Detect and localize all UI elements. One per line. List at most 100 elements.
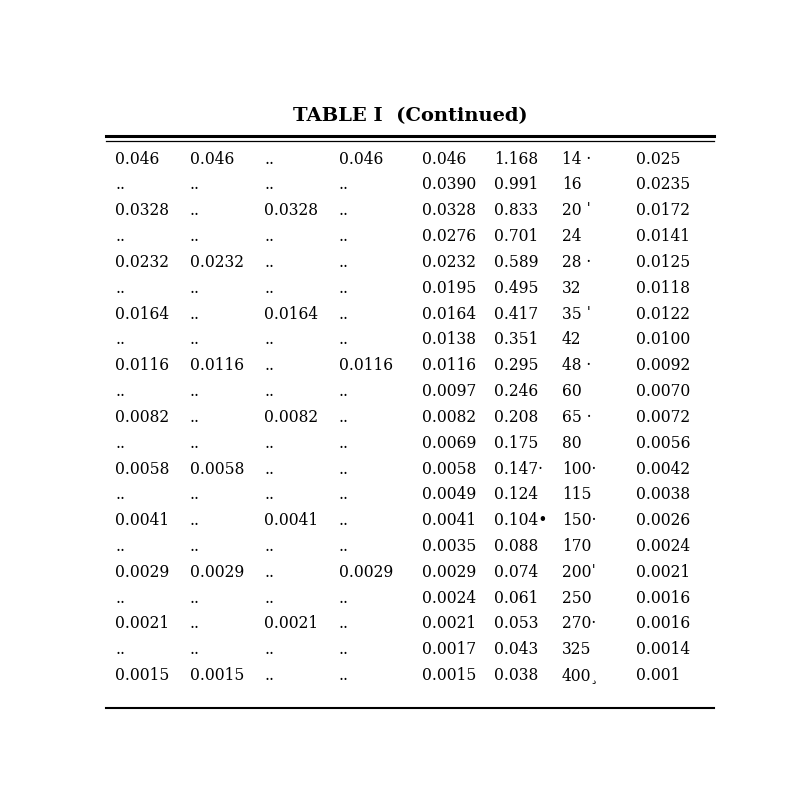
Text: 0.0164: 0.0164 (115, 305, 170, 322)
Text: ..: .. (338, 228, 349, 245)
Text: ..: .. (264, 357, 274, 374)
Text: 0.0097: 0.0097 (422, 383, 477, 400)
Text: ..: .. (190, 280, 200, 297)
Text: ..: .. (190, 383, 200, 400)
Text: 0.061: 0.061 (494, 590, 538, 607)
Text: 170: 170 (562, 538, 591, 555)
Text: 0.495: 0.495 (494, 280, 538, 297)
Text: ..: .. (190, 331, 200, 348)
Text: 0.0041: 0.0041 (422, 512, 477, 529)
Text: ..: .. (115, 486, 126, 503)
Text: 0.833: 0.833 (494, 202, 538, 219)
Text: 0.0024: 0.0024 (636, 538, 690, 555)
Text: 270·: 270· (562, 616, 596, 633)
Text: 0.001: 0.001 (636, 667, 681, 684)
Text: ..: .. (338, 486, 349, 503)
Text: 0.0116: 0.0116 (422, 357, 477, 374)
Text: 0.0058: 0.0058 (422, 461, 477, 478)
Text: ..: .. (338, 280, 349, 297)
Text: 0.147·: 0.147· (494, 461, 542, 478)
Text: ..: .. (115, 383, 126, 400)
Text: 0.0049: 0.0049 (422, 486, 477, 503)
Text: 0.0029: 0.0029 (190, 564, 244, 581)
Text: ..: .. (264, 383, 274, 400)
Text: ..: .. (264, 176, 274, 193)
Text: ..: .. (115, 331, 126, 348)
Text: 28 ·: 28 · (562, 254, 591, 271)
Text: 0.025: 0.025 (636, 150, 681, 168)
Text: 0.0116: 0.0116 (338, 357, 393, 374)
Text: ..: .. (264, 150, 274, 168)
Text: 0.0235: 0.0235 (636, 176, 690, 193)
Text: ..: .. (338, 512, 349, 529)
Text: 0.417: 0.417 (494, 305, 538, 322)
Text: 0.208: 0.208 (494, 409, 538, 426)
Text: 0.0116: 0.0116 (190, 357, 244, 374)
Text: 0.0141: 0.0141 (636, 228, 690, 245)
Text: ..: .. (190, 435, 200, 452)
Text: 0.0029: 0.0029 (115, 564, 170, 581)
Text: 0.0014: 0.0014 (636, 642, 690, 659)
Text: 0.0138: 0.0138 (422, 331, 477, 348)
Text: ..: .. (264, 667, 274, 684)
Text: 0.0015: 0.0015 (115, 667, 170, 684)
Text: ..: .. (264, 642, 274, 659)
Text: ..: .. (264, 590, 274, 607)
Text: 0.0195: 0.0195 (422, 280, 477, 297)
Text: 100·: 100· (562, 461, 596, 478)
Text: 0.0016: 0.0016 (636, 616, 690, 633)
Text: 115: 115 (562, 486, 591, 503)
Text: ..: .. (115, 176, 126, 193)
Text: TABLE I  (Continued): TABLE I (Continued) (293, 107, 527, 124)
Text: ..: .. (264, 564, 274, 581)
Text: 0.0015: 0.0015 (422, 667, 477, 684)
Text: 20 ˈ: 20 ˈ (562, 202, 590, 219)
Text: ..: .. (190, 538, 200, 555)
Text: ..: .. (264, 538, 274, 555)
Text: 0.0017: 0.0017 (422, 642, 477, 659)
Text: 0.0058: 0.0058 (190, 461, 244, 478)
Text: 0.0041: 0.0041 (264, 512, 318, 529)
Text: ..: .. (190, 486, 200, 503)
Text: 0.0021: 0.0021 (422, 616, 477, 633)
Text: 0.991: 0.991 (494, 176, 538, 193)
Text: ..: .. (338, 202, 349, 219)
Text: ..: .. (115, 435, 126, 452)
Text: ..: .. (338, 590, 349, 607)
Text: 0.0232: 0.0232 (115, 254, 170, 271)
Text: ..: .. (190, 512, 200, 529)
Text: ..: .. (115, 228, 126, 245)
Text: 16: 16 (562, 176, 582, 193)
Text: 0.0082: 0.0082 (115, 409, 170, 426)
Text: 1.168: 1.168 (494, 150, 538, 168)
Text: 0.0122: 0.0122 (636, 305, 690, 322)
Text: ..: .. (338, 616, 349, 633)
Text: 0.0082: 0.0082 (264, 409, 318, 426)
Text: 250: 250 (562, 590, 591, 607)
Text: 0.046: 0.046 (115, 150, 160, 168)
Text: 0.0042: 0.0042 (636, 461, 690, 478)
Text: ..: .. (115, 280, 126, 297)
Text: 0.0016: 0.0016 (636, 590, 690, 607)
Text: 0.0024: 0.0024 (422, 590, 477, 607)
Text: 60: 60 (562, 383, 582, 400)
Text: 0.0035: 0.0035 (422, 538, 477, 555)
Text: 0.0390: 0.0390 (422, 176, 477, 193)
Text: 32: 32 (562, 280, 582, 297)
Text: 0.0164: 0.0164 (264, 305, 318, 322)
Text: ..: .. (190, 642, 200, 659)
Text: 0.0328: 0.0328 (422, 202, 477, 219)
Text: 0.0100: 0.0100 (636, 331, 690, 348)
Text: 0.0172: 0.0172 (636, 202, 690, 219)
Text: ..: .. (264, 461, 274, 478)
Text: ..: .. (338, 383, 349, 400)
Text: 0.0021: 0.0021 (115, 616, 170, 633)
Text: ..: .. (338, 305, 349, 322)
Text: ..: .. (338, 409, 349, 426)
Text: ..: .. (190, 409, 200, 426)
Text: 0.0026: 0.0026 (636, 512, 690, 529)
Text: 0.046: 0.046 (338, 150, 383, 168)
Text: ..: .. (190, 202, 200, 219)
Text: ..: .. (338, 667, 349, 684)
Text: ..: .. (190, 616, 200, 633)
